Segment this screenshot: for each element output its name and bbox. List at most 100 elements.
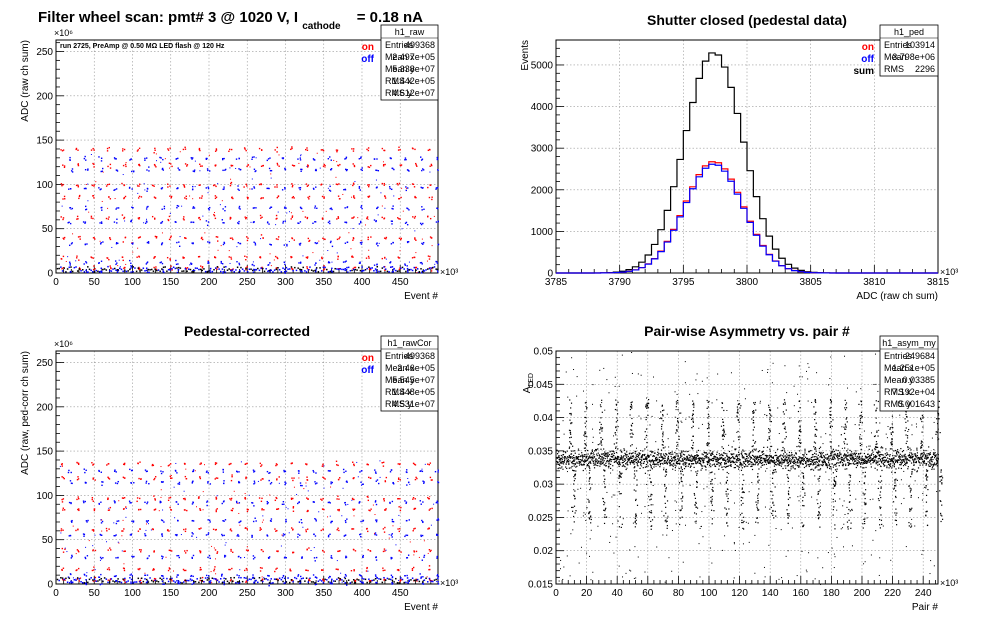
scatter-point <box>113 575 116 578</box>
scatter-point <box>169 463 172 465</box>
scatter-point <box>229 262 231 264</box>
scatter-point <box>385 549 387 551</box>
scatter-point <box>607 453 609 455</box>
scatter-point <box>645 463 648 466</box>
scatter-point <box>122 578 124 580</box>
scatter-point <box>206 577 209 579</box>
scatter-point <box>100 260 103 262</box>
scatter-point <box>315 169 317 172</box>
scatter-point <box>353 477 355 479</box>
scatter-point <box>323 238 325 240</box>
scatter-point <box>238 220 240 223</box>
scatter-point <box>712 451 714 453</box>
scatter-point <box>221 158 224 161</box>
scatter-point <box>683 462 685 464</box>
scatter-point <box>779 455 781 457</box>
scatter-point <box>215 236 218 238</box>
scatter-point <box>768 462 770 464</box>
scatter-point <box>584 460 586 462</box>
scatter-point <box>422 501 424 503</box>
scatter-point <box>788 463 790 466</box>
scatter-point <box>124 195 127 198</box>
scatter-point <box>93 166 95 168</box>
scatter-point <box>385 236 388 239</box>
scatter-point <box>382 465 385 467</box>
scatter-point <box>411 577 414 579</box>
scatter-point <box>694 458 696 460</box>
scatter-point <box>729 459 731 461</box>
scatter-point <box>60 183 63 185</box>
scatter-point <box>280 578 283 581</box>
scatter-point <box>689 454 691 457</box>
scatter-point <box>137 247 139 249</box>
scatter-point <box>294 266 296 269</box>
scatter-point <box>254 244 257 246</box>
scatter-point <box>193 169 196 171</box>
y-axis-label: Events <box>520 40 531 71</box>
scatter-point <box>140 582 143 584</box>
scatter-point <box>430 549 432 552</box>
scatter-point <box>736 459 739 461</box>
scatter-point <box>626 457 628 459</box>
scatter-point <box>269 494 271 496</box>
scatter-point <box>375 503 378 506</box>
scatter-point <box>285 520 287 523</box>
scatter-point <box>122 259 124 262</box>
scatter-point <box>358 574 361 576</box>
scatter-point <box>613 452 615 455</box>
scatter-point <box>406 574 408 577</box>
scatter-point <box>107 463 110 465</box>
scatter-point <box>238 168 240 170</box>
scatter-point <box>138 163 141 166</box>
scatter-point <box>747 462 749 464</box>
scatter-point <box>186 270 188 273</box>
scatter-point <box>275 463 278 465</box>
y-tick-label: 0.05 <box>534 347 554 358</box>
scatter-point <box>77 184 79 187</box>
y-tick-label: 50 <box>42 224 54 235</box>
scatter-point <box>146 271 149 274</box>
scatter-point <box>261 266 263 269</box>
scatter-point <box>130 502 132 504</box>
scatter-point <box>122 567 125 569</box>
scatter-point <box>359 580 362 583</box>
scatter-point <box>92 549 94 551</box>
scatter-point <box>322 463 324 466</box>
scatter-point <box>415 579 417 581</box>
scatter-point <box>121 214 124 216</box>
scatter-point <box>291 268 294 271</box>
scatter-point <box>306 528 309 530</box>
scatter-point <box>727 458 729 460</box>
scatter-point <box>84 221 87 223</box>
scatter-point <box>423 556 425 558</box>
scatter-point <box>428 565 431 567</box>
scatter-point <box>406 269 409 272</box>
stats-box <box>380 24 439 101</box>
scatter-point <box>353 570 355 572</box>
scatter-point <box>663 458 665 460</box>
scatter-point <box>367 255 370 258</box>
scatter-point <box>683 468 686 470</box>
scatter-point <box>420 159 423 161</box>
scatter-point <box>108 269 111 272</box>
stats-name: h1_raw <box>395 27 425 37</box>
scatter-point <box>735 455 738 457</box>
scatter-point <box>236 261 238 263</box>
scatter-point <box>296 494 298 496</box>
scatter-point <box>407 481 410 484</box>
scatter-point <box>309 577 311 580</box>
scatter-point <box>382 567 384 569</box>
scatter-point <box>215 509 217 511</box>
y-tick-label: 2000 <box>531 185 554 196</box>
scatter-point <box>785 455 787 457</box>
scatter-point <box>343 535 345 537</box>
scatter-point <box>788 460 791 463</box>
scatter-point <box>253 577 256 580</box>
scatter-point <box>570 457 572 459</box>
scatter-point <box>253 470 256 472</box>
scatter-point <box>277 579 279 582</box>
scatter-point <box>167 186 169 188</box>
scatter-point <box>759 460 762 462</box>
scatter-point <box>260 500 263 503</box>
scatter-point <box>746 453 748 455</box>
